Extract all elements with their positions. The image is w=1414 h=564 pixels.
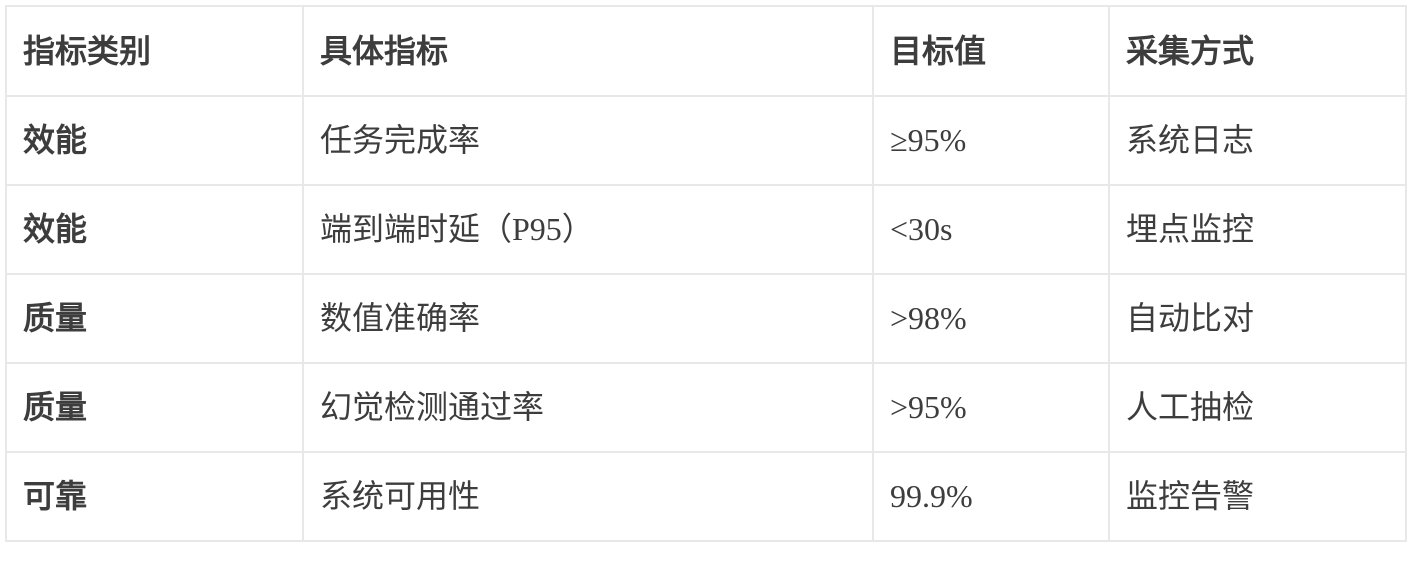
cell-method: 自动比对 — [1108, 273, 1407, 364]
cell-metric: 数值准确率 — [302, 273, 874, 364]
col-header-category: 指标类别 — [5, 5, 304, 97]
cell-target: ≥95% — [872, 95, 1110, 186]
metrics-table: 指标类别 具体指标 目标值 采集方式 效能 任务完成率 ≥95% 系统日志 效能… — [5, 5, 1407, 542]
cell-metric: 系统可用性 — [302, 451, 874, 542]
cell-target: >95% — [872, 362, 1110, 453]
header-row: 指标类别 具体指标 目标值 采集方式 — [5, 5, 1407, 97]
cell-category: 可靠 — [5, 451, 304, 542]
cell-metric: 幻觉检测通过率 — [302, 362, 874, 453]
col-header-metric: 具体指标 — [302, 5, 874, 97]
cell-category: 质量 — [5, 362, 304, 453]
cell-method: 埋点监控 — [1108, 184, 1407, 275]
table-row: 质量 幻觉检测通过率 >95% 人工抽检 — [5, 362, 1407, 453]
table-row: 质量 数值准确率 >98% 自动比对 — [5, 273, 1407, 364]
table-row: 效能 任务完成率 ≥95% 系统日志 — [5, 95, 1407, 186]
cell-target: >98% — [872, 273, 1110, 364]
cell-metric: 端到端时延（P95） — [302, 184, 874, 275]
cell-category: 效能 — [5, 184, 304, 275]
cell-target: <30s — [872, 184, 1110, 275]
cell-category: 质量 — [5, 273, 304, 364]
cell-method: 人工抽检 — [1108, 362, 1407, 453]
cell-target: 99.9% — [872, 451, 1110, 542]
col-header-method: 采集方式 — [1108, 5, 1407, 97]
cell-metric: 任务完成率 — [302, 95, 874, 186]
col-header-target: 目标值 — [872, 5, 1110, 97]
table-row: 效能 端到端时延（P95） <30s 埋点监控 — [5, 184, 1407, 275]
cell-method: 监控告警 — [1108, 451, 1407, 542]
table-row: 可靠 系统可用性 99.9% 监控告警 — [5, 451, 1407, 542]
cell-category: 效能 — [5, 95, 304, 186]
cell-method: 系统日志 — [1108, 95, 1407, 186]
